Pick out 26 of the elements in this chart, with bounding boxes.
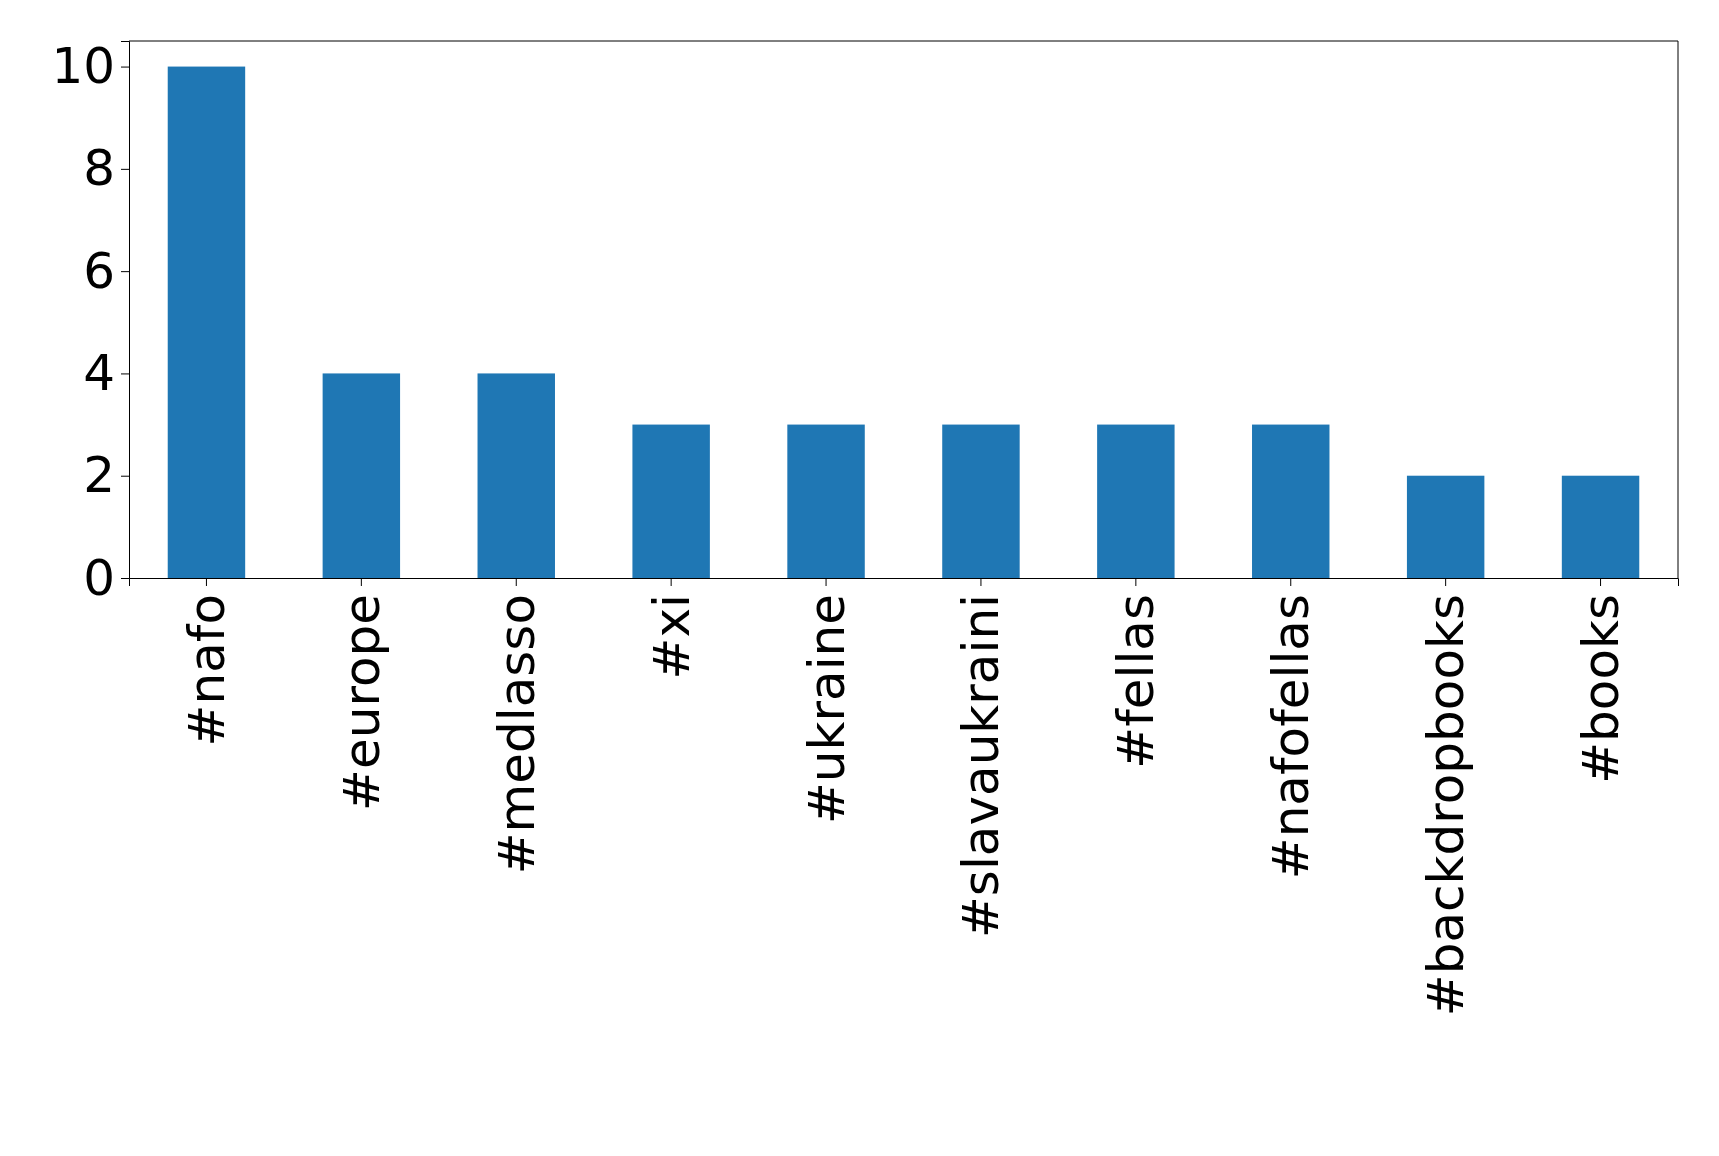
x-tick-label: #europe bbox=[332, 594, 391, 811]
bar bbox=[322, 373, 401, 578]
x-tick-label: #nafo bbox=[177, 594, 236, 747]
x-tick-label: #books bbox=[1572, 594, 1631, 784]
y-tick-label: 8 bbox=[83, 139, 115, 198]
x-tick-label: #backdropbooks bbox=[1417, 594, 1476, 1017]
bar bbox=[1561, 475, 1640, 578]
bar bbox=[477, 373, 555, 578]
bar bbox=[942, 424, 1020, 578]
y-tick-label: 6 bbox=[83, 241, 115, 300]
y-tick-label: 4 bbox=[83, 343, 115, 402]
x-tick-label: #fellas bbox=[1107, 594, 1166, 769]
y-tick-label: 10 bbox=[51, 37, 115, 96]
y-tick-label: 2 bbox=[83, 446, 115, 505]
bar bbox=[1097, 424, 1175, 578]
bar bbox=[1406, 475, 1485, 578]
x-tick-label: #nafofellas bbox=[1262, 594, 1321, 880]
bar bbox=[1252, 424, 1330, 578]
bar bbox=[787, 424, 865, 578]
x-tick-label: #medlasso bbox=[487, 594, 546, 875]
x-tick-label: #ukraine bbox=[797, 594, 856, 825]
x-tick-label: #xi bbox=[642, 594, 701, 680]
x-tick-label: #slavaukraini bbox=[952, 594, 1011, 939]
bar bbox=[167, 66, 246, 578]
bar bbox=[632, 424, 710, 578]
y-tick-label: 0 bbox=[83, 548, 115, 607]
